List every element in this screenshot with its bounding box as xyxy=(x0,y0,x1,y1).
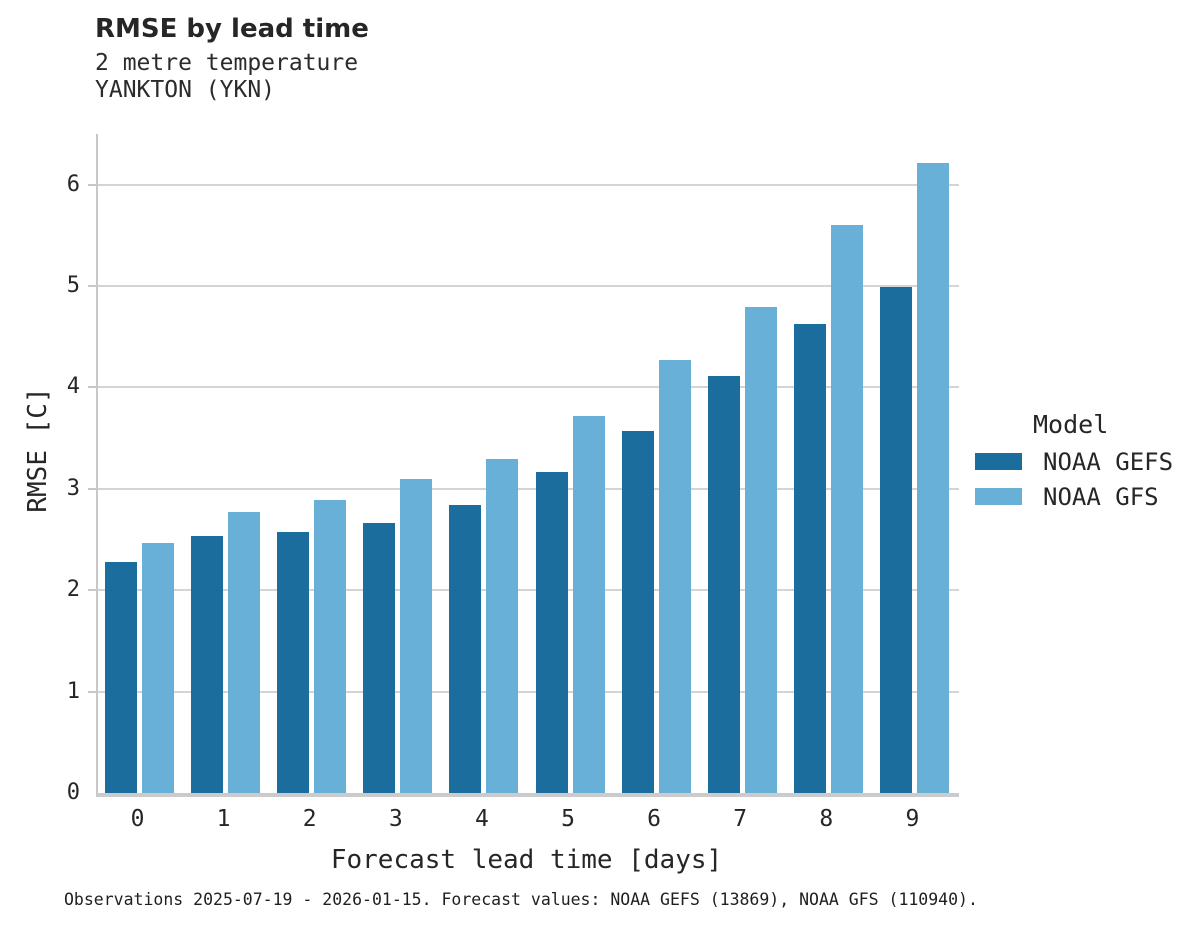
x-tick-label-9: 9 xyxy=(905,806,920,832)
gridline-y-6 xyxy=(98,183,959,186)
bar-noaa-gefs-lead-1 xyxy=(191,535,224,793)
x-tick-label-1: 1 xyxy=(216,806,231,832)
legend-title: Model xyxy=(1033,410,1109,439)
bar-noaa-gfs-lead-1 xyxy=(228,512,261,793)
y-tick-label-4: 4 xyxy=(66,374,80,400)
chart-subtitle-station: YANKTON (YKN) xyxy=(95,77,276,103)
y-tick-mark-4 xyxy=(88,386,96,389)
bar-noaa-gefs-lead-4 xyxy=(449,505,482,793)
x-tick-label-5: 5 xyxy=(561,806,575,832)
chart-subtitle-variable: 2 metre temperature xyxy=(95,50,359,76)
y-tick-label-5: 5 xyxy=(66,273,80,299)
bar-noaa-gfs-lead-6 xyxy=(658,360,691,793)
y-tick-label-1: 1 xyxy=(66,678,80,704)
bar-noaa-gefs-lead-6 xyxy=(621,431,654,793)
bar-noaa-gfs-lead-3 xyxy=(400,478,433,793)
bar-noaa-gfs-lead-5 xyxy=(572,415,605,793)
y-tick-mark-5 xyxy=(88,285,96,288)
chart-subtitle: 2 metre temperature YANKTON (YKN) xyxy=(95,50,358,104)
bar-noaa-gfs-lead-9 xyxy=(916,163,949,793)
bar-noaa-gfs-lead-0 xyxy=(142,542,174,793)
bar-noaa-gefs-lead-9 xyxy=(879,287,912,793)
x-tick-label-3: 3 xyxy=(388,806,403,832)
legend-label-noaa-gefs: NOAA GEFS xyxy=(1043,447,1174,476)
y-tick-mark-1 xyxy=(88,690,96,693)
gridline-y-1 xyxy=(98,690,959,693)
y-tick-label-6: 6 xyxy=(66,171,80,197)
legend-label-noaa-gfs: NOAA GFS xyxy=(1043,482,1159,511)
legend-row-noaa-gefs: NOAA GEFS xyxy=(975,447,1185,476)
x-axis-label: Forecast lead time [days] xyxy=(330,845,723,875)
bar-noaa-gfs-lead-8 xyxy=(830,225,863,793)
gridline-y-4 xyxy=(98,386,959,389)
y-tick-mark-2 xyxy=(88,589,96,592)
x-tick-label-7: 7 xyxy=(733,806,748,832)
gridline-y-5 xyxy=(98,285,959,288)
bar-noaa-gefs-lead-5 xyxy=(535,471,568,793)
bar-noaa-gefs-lead-3 xyxy=(363,523,396,793)
y-tick-label-0: 0 xyxy=(66,780,80,805)
chart-title: RMSE by lead time xyxy=(95,14,369,44)
y-tick-label-3: 3 xyxy=(66,475,80,501)
bar-noaa-gefs-lead-0 xyxy=(105,561,137,793)
x-tick-label-8: 8 xyxy=(819,806,834,832)
x-tick-label-0: 0 xyxy=(130,806,145,832)
legend: Model NOAA GEFS NOAA GFS xyxy=(975,410,1185,511)
caption: Observations 2025-07-19 - 2026-01-15. Fo… xyxy=(64,890,978,909)
plot-area xyxy=(96,134,959,797)
legend-swatch-noaa-gfs xyxy=(975,488,1022,505)
y-tick-label-2: 2 xyxy=(66,577,80,603)
y-tick-mark-6 xyxy=(88,183,96,186)
x-tick-label-4: 4 xyxy=(474,806,489,832)
bar-noaa-gefs-lead-7 xyxy=(707,376,740,793)
x-tick-label-6: 6 xyxy=(647,806,662,832)
bar-noaa-gfs-lead-4 xyxy=(486,459,519,793)
gridline-y-3 xyxy=(98,487,959,490)
x-tick-label-2: 2 xyxy=(302,806,317,832)
legend-row-noaa-gfs: NOAA GFS xyxy=(975,482,1185,511)
bar-noaa-gefs-lead-8 xyxy=(793,323,826,793)
gridline-y-2 xyxy=(98,589,959,592)
bar-noaa-gefs-lead-2 xyxy=(277,532,310,793)
bar-noaa-gfs-lead-2 xyxy=(314,500,347,793)
y-tick-mark-3 xyxy=(88,487,96,490)
legend-entries: NOAA GEFS NOAA GFS xyxy=(975,447,1185,511)
legend-swatch-noaa-gefs xyxy=(975,453,1022,470)
bar-noaa-gfs-lead-7 xyxy=(744,307,777,793)
